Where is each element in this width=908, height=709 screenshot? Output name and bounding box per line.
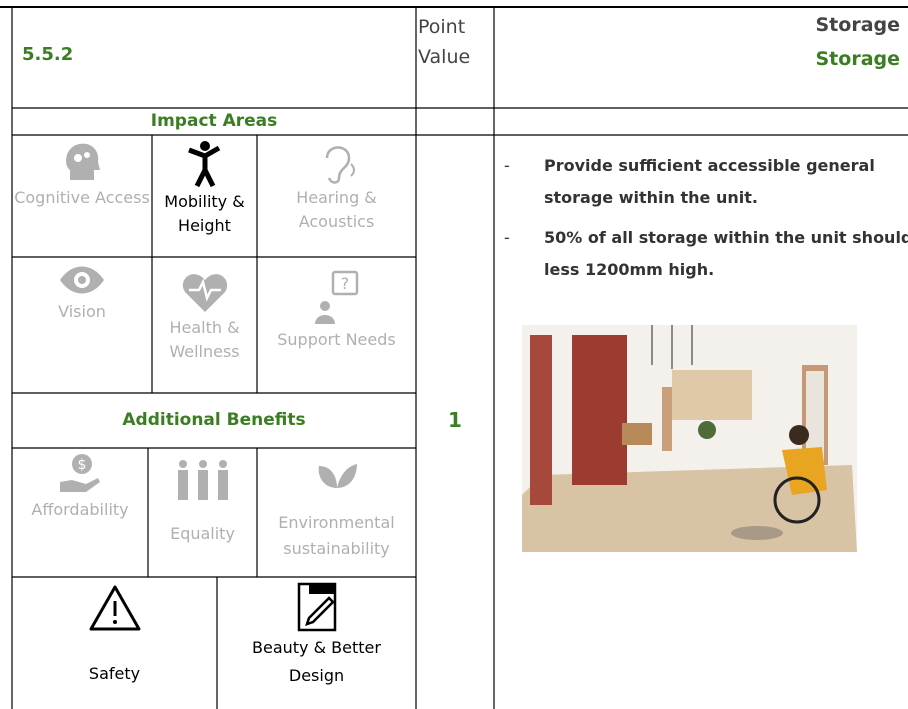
point-value: 1 [448, 408, 462, 432]
benefit-label: Equality [170, 524, 235, 543]
impact-label: Vision [58, 302, 106, 321]
impact-cell: Cognitive Access [12, 140, 152, 210]
benefit-cell: Equality [148, 458, 257, 546]
benefit-cell: Environmental sustainability [257, 458, 416, 562]
benefit-label: Beauty & Better Design [252, 638, 381, 685]
requirement: 50% of all storage within the unit shoul… [494, 222, 908, 286]
impact-cell: Vision [12, 262, 152, 324]
svg-text:$: $ [78, 457, 87, 473]
benefit-label: Safety [88, 664, 141, 683]
impact-cell: Hearing & Acoustics [257, 140, 416, 234]
benefit-label: Environmental sustainability [278, 513, 395, 558]
impact-heading: Impact Areas [150, 111, 278, 131]
benefit-label: Affordability [31, 500, 129, 519]
impact-cell: ? Support Needs [257, 270, 416, 352]
subtitle: Storage [815, 48, 901, 70]
impact-cell: Health & Wellness [152, 270, 257, 364]
impact-label: Mobility & Height [164, 192, 245, 235]
impact-label: Support Needs [277, 330, 396, 349]
impact-label: Cognitive Access [14, 188, 150, 207]
svg-text:?: ? [340, 274, 349, 293]
illustration [522, 325, 857, 552]
benefit-cell: $ Affordability [12, 452, 148, 522]
impact-label: Hearing & Acoustics [296, 188, 377, 231]
benefit-cell: Safety [12, 584, 217, 686]
requirement: Provide sufficient accessible general st… [494, 150, 908, 214]
benefits-heading: Additional Benefits [122, 410, 306, 430]
impact-label: Health & Wellness [169, 318, 240, 361]
benefit-cell: Beauty & Better Design [217, 580, 416, 690]
title: Storage [815, 14, 901, 36]
point-label: Point Value [418, 16, 471, 68]
section-number: 5.5.2 [22, 44, 74, 65]
impact-cell: Mobility & Height [152, 140, 257, 238]
